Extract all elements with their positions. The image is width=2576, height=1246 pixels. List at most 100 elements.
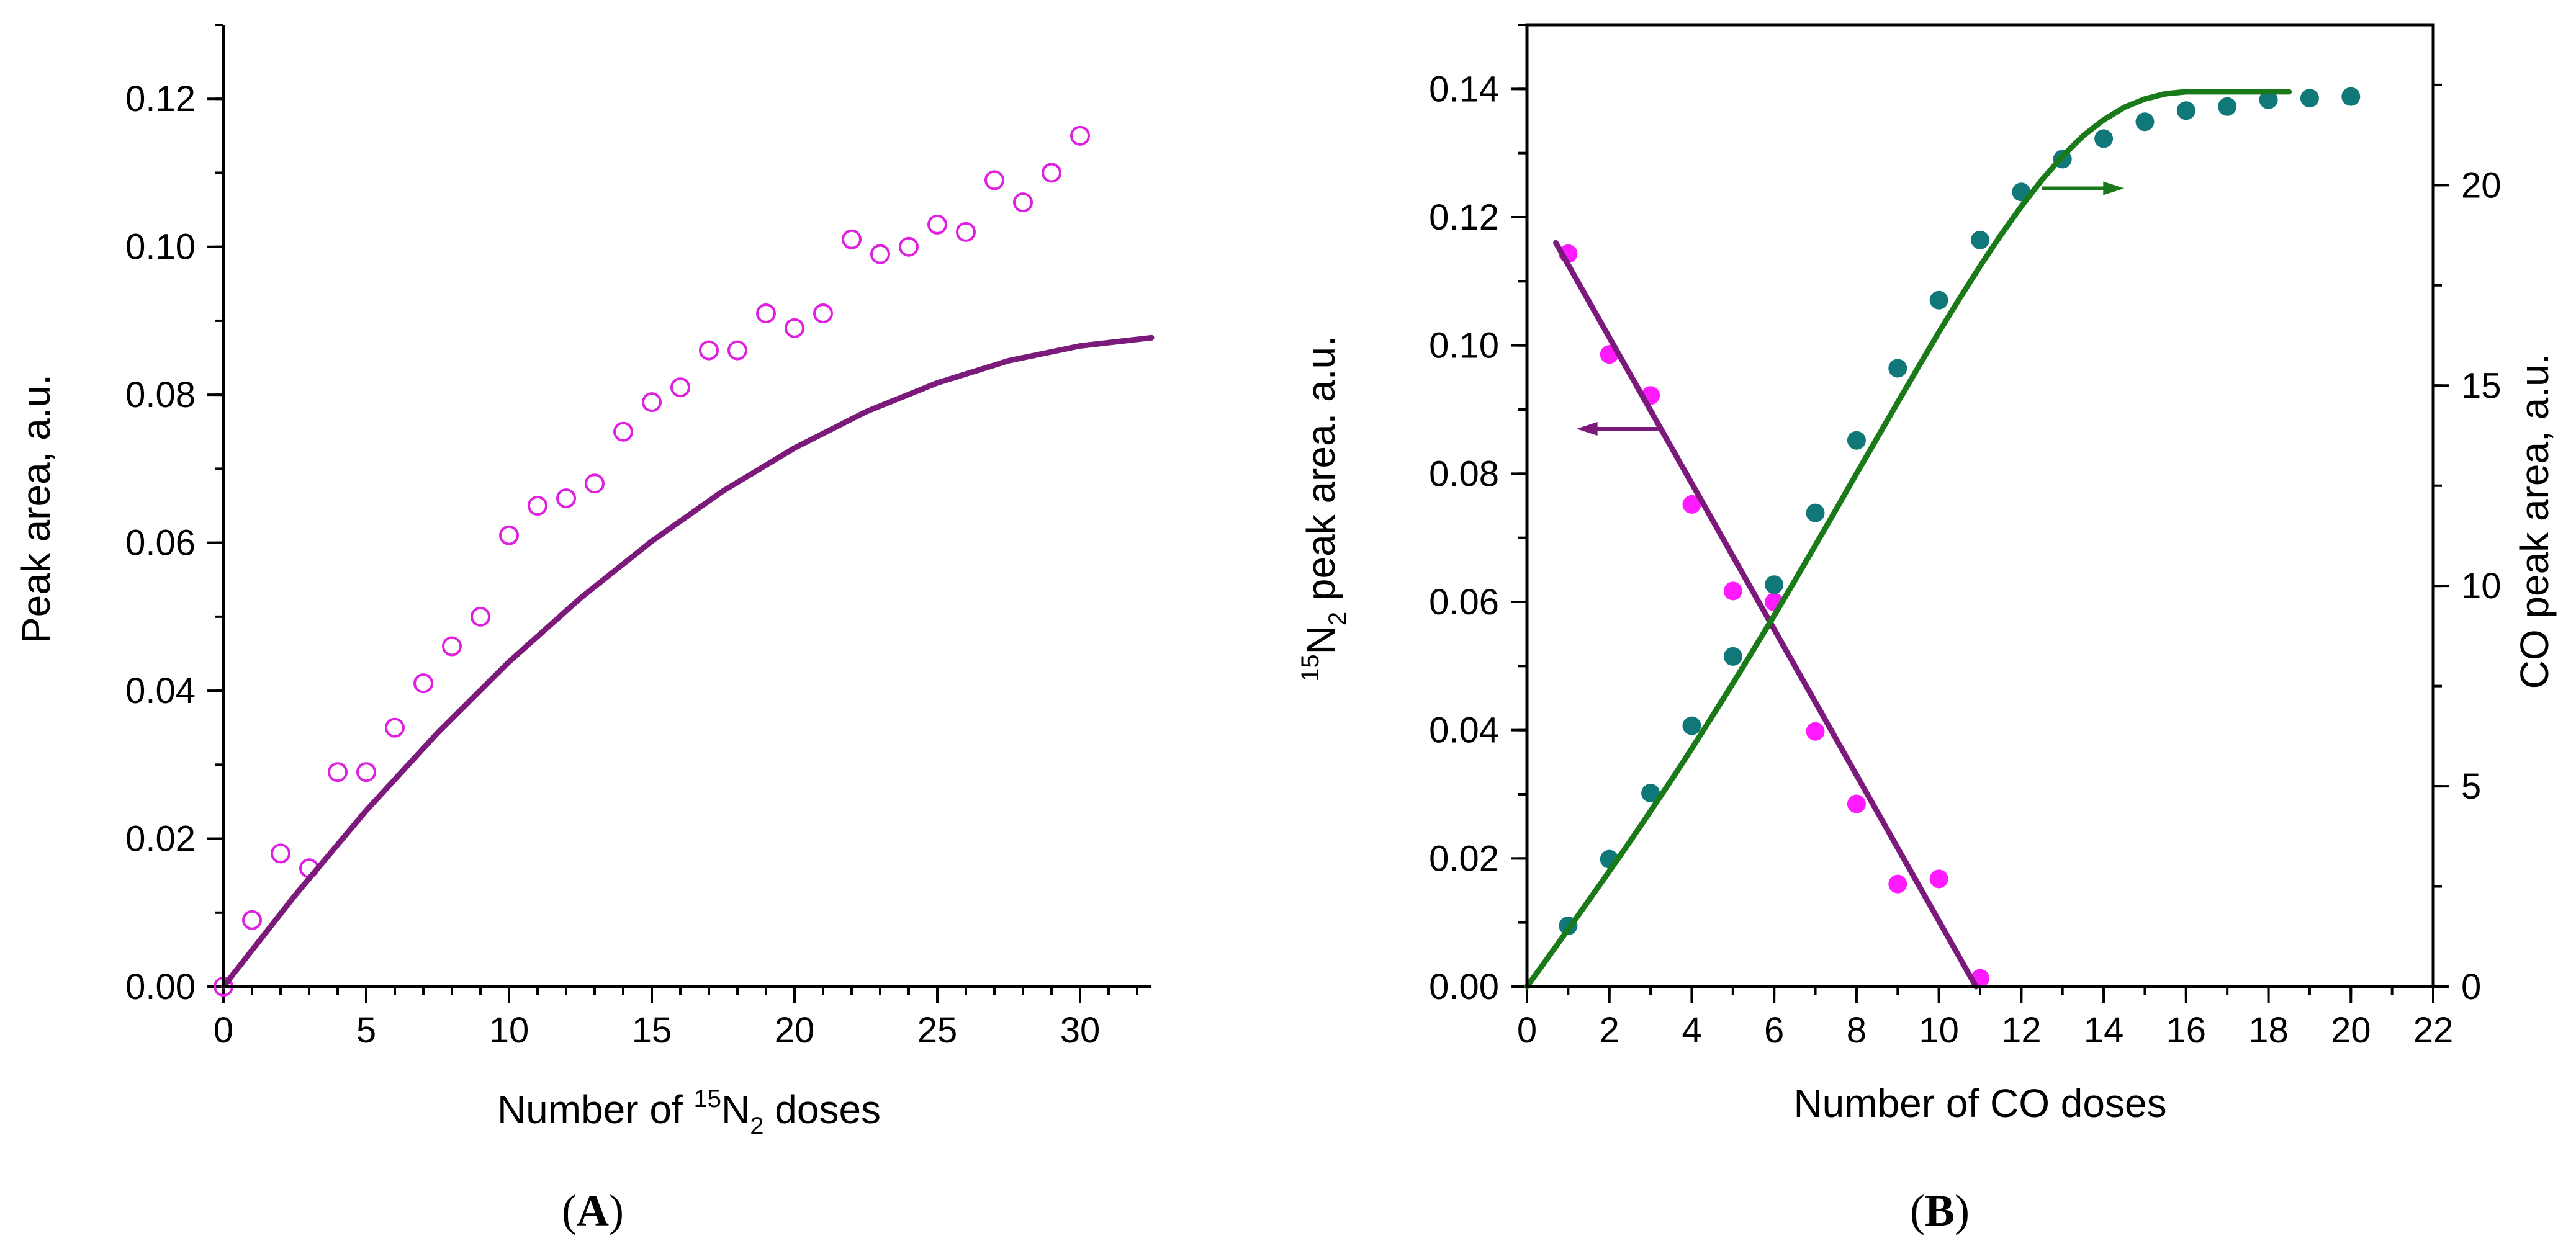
chart-b-data-point xyxy=(1888,359,1907,378)
chart-b-x-tick-label: 0 xyxy=(1517,1010,1537,1051)
chart-a-x-tick-label: 0 xyxy=(214,1010,233,1051)
chart-a-data-point xyxy=(585,473,605,494)
chart-b-x-tick-label: 10 xyxy=(1919,1010,1959,1051)
chart-b-data-point xyxy=(2300,89,2319,108)
chart-b-y-title-main: N xyxy=(1299,625,1343,654)
chart-a-x-tick-label: 30 xyxy=(1060,1010,1101,1051)
chart-b-co-sigmoid-fit-line xyxy=(1524,89,2292,990)
chart-b-x-tick-label: 18 xyxy=(2248,1010,2289,1051)
chart-a-x-title-suffix: doses xyxy=(763,1087,881,1132)
chart-b-arrow-right-head xyxy=(2103,181,2125,195)
chart-b-y-tick-labels: 0.00 0.02 0.04 0.06 0.08 0.10 0.12 0.14 xyxy=(1429,69,1499,1007)
chart-a-data-point xyxy=(642,392,662,413)
chart-a-data-point xyxy=(499,525,519,545)
chart-a-x-tick-label: 25 xyxy=(917,1010,958,1051)
chart-a-data-point xyxy=(556,488,576,509)
chart-b-y2-tick-label: 5 xyxy=(2461,766,2481,807)
chart-b-x-axis-title: Number of CO doses xyxy=(1793,1081,2166,1126)
chart-b-x-tick-label: 6 xyxy=(1764,1010,1784,1051)
chart-b-data-point xyxy=(2259,90,2278,109)
chart-b-data-point xyxy=(2135,112,2155,132)
chart-a-y-tick-label: 0.08 xyxy=(125,375,196,415)
chart-a-y-tick-label: 0.00 xyxy=(125,967,196,1007)
chart-a-data-point xyxy=(242,910,262,930)
chart-b-data-point xyxy=(1723,581,1742,601)
chart-a-data-point xyxy=(413,673,433,694)
chart-b-data-point xyxy=(2218,97,2237,116)
chart-b-y2-tick-label: 15 xyxy=(2461,365,2502,406)
chart-b-data-point xyxy=(1806,722,1825,741)
chart-b-data-point xyxy=(1806,503,1825,522)
chart-b-data-point xyxy=(2176,101,2195,120)
chart-b-data-point xyxy=(1723,647,1742,666)
chart-a-data-point xyxy=(471,606,490,627)
chart-a-data-point xyxy=(727,340,747,361)
chart-a-data-point xyxy=(870,244,890,264)
chart-a-data-point xyxy=(899,236,919,257)
chart-a-x-axis-title: Number of 15N2 doses xyxy=(497,1085,881,1140)
chart-b-y2-tick-label: 20 xyxy=(2461,165,2502,205)
chart-b-x-tick-labels: 0 2 4 6 8 10 12 14 16 18 20 22 xyxy=(1517,1010,2453,1051)
chart-a-x-title-sup: 15 xyxy=(694,1085,722,1113)
chart-b-y-title-suffix: peak area. a.u. xyxy=(1299,336,1343,612)
chart-a-y-tick-labels: 0.00 0.02 0.04 0.06 0.08 0.10 0.12 xyxy=(125,79,196,1007)
chart-a-data-point xyxy=(1013,192,1033,213)
chart-b-x-tick-label: 4 xyxy=(1682,1010,1701,1051)
chart-b-data-point xyxy=(2094,129,2114,148)
chart-b: 0.00 0.02 0.04 0.06 0.08 0.10 0.12 0.14 0 5 10 15 2… xyxy=(1297,23,2557,1235)
chart-b-data-point xyxy=(1765,575,1784,594)
chart-a-x-title-sub: 2 xyxy=(750,1113,763,1140)
chart-b-y-tick-label: 0.08 xyxy=(1429,454,1499,494)
chart-b-x-tick-label: 8 xyxy=(1847,1010,1867,1051)
chart-a-y-tick-label: 0.12 xyxy=(125,79,196,119)
chart-b-y-tick-label: 0.12 xyxy=(1429,197,1499,238)
chart-a-x-tick-label: 20 xyxy=(775,1010,815,1051)
chart-a-panel-label: (A) xyxy=(562,1186,624,1235)
chart-b-data-point xyxy=(1929,869,1948,889)
chart-a-x-tick-label: 10 xyxy=(489,1010,529,1051)
chart-b-y-title-sub: 2 xyxy=(1324,612,1351,625)
chart-a-data-point xyxy=(385,717,405,738)
chart-a-data-point xyxy=(328,762,348,782)
chart-b-x-tick-label: 12 xyxy=(2001,1010,2042,1051)
chart-a-data-point xyxy=(699,340,719,361)
chart-b-x-tick-label: 14 xyxy=(2084,1010,2124,1051)
chart-a-y-tick-label: 0.06 xyxy=(125,523,196,563)
chart-b-panel-label: (B) xyxy=(1910,1186,1970,1235)
chart-b-x-tick-label: 2 xyxy=(1600,1010,1619,1051)
chart-b-data-point xyxy=(1641,784,1660,803)
chart-b-x-tick-label: 20 xyxy=(2331,1010,2371,1051)
chart-a-data-point xyxy=(670,377,690,398)
chart-b-y2-tick-label: 0 xyxy=(2461,967,2481,1007)
chart-b-y-tick-label: 0.06 xyxy=(1429,582,1499,622)
chart-b-y-tick-label: 0.04 xyxy=(1429,710,1499,751)
chart-b-data-point xyxy=(1847,431,1866,450)
chart-b-x-tick-label: 16 xyxy=(2166,1010,2207,1051)
chart-b-y2-axis-title: CO peak area, a.u. xyxy=(2512,354,2557,689)
chart-b-arrow-left-head xyxy=(1576,422,1598,436)
chart-b-data-point xyxy=(1888,874,1907,894)
chart-b-data-point xyxy=(2341,87,2361,106)
chart-a-x-title-main: N xyxy=(721,1087,750,1132)
chart-a-axes xyxy=(222,25,1151,988)
chart-b-y2-tick-label: 10 xyxy=(2461,566,2502,606)
chart-a-data-point xyxy=(442,636,462,657)
chart-a-fit-line xyxy=(220,334,1155,990)
chart-a-y-tick-label: 0.02 xyxy=(125,819,196,859)
chart-b-y-tick-label: 0.02 xyxy=(1429,838,1499,879)
chart-a-x-title-prefix: Number of xyxy=(497,1087,694,1132)
chart-a-data-point xyxy=(785,318,804,338)
chart-b-data-point xyxy=(1682,716,1701,735)
chart-a-y-tick-label: 0.10 xyxy=(125,227,196,267)
chart-a-panel-letter: A xyxy=(577,1186,609,1235)
chart-a-x-tick-label: 15 xyxy=(632,1010,672,1051)
chart-b-data-point xyxy=(1929,290,1948,310)
chart-a-data-point xyxy=(842,229,862,249)
chart-b-y-tick-label: 0.00 xyxy=(1429,967,1499,1007)
chart-b-axes xyxy=(1525,23,2435,988)
chart-a-data-point xyxy=(356,762,376,782)
chart-a-data-point xyxy=(984,170,1004,190)
chart-a-x-tick-label: 5 xyxy=(356,1010,376,1051)
chart-b-data-point xyxy=(1682,495,1701,514)
